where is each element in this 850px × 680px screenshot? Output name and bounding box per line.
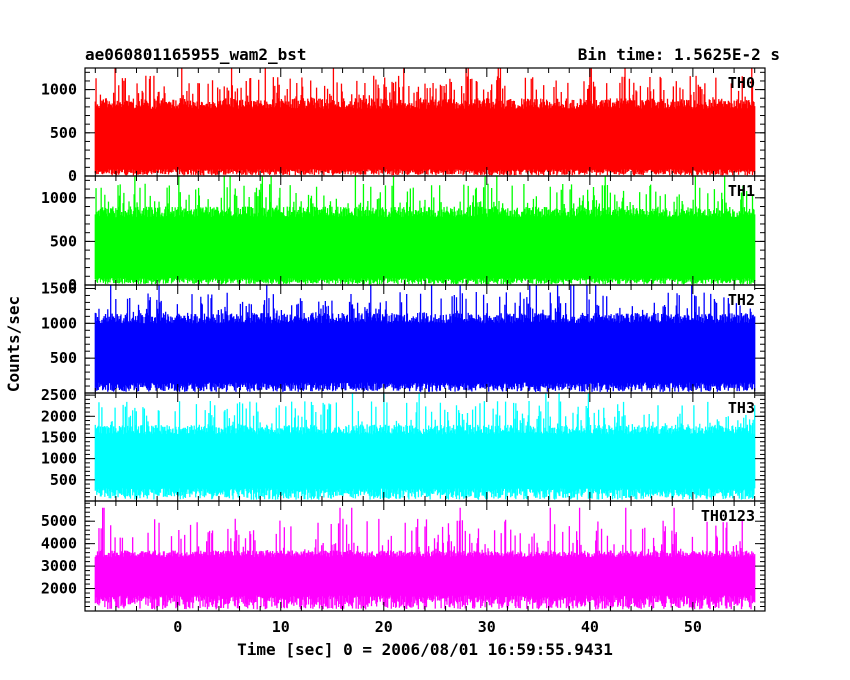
- series-trace-th1: [94, 176, 756, 285]
- y-tick-label: 500: [50, 124, 77, 142]
- y-tick-label: 1000: [41, 189, 77, 207]
- panel-th3: 500 1000 1500 2000 2500 TH3: [41, 386, 766, 502]
- x-tick-label: 10: [272, 618, 290, 636]
- x-tick-label: 40: [581, 618, 599, 636]
- y-tick-label: 1500: [41, 428, 77, 446]
- panel-th0: 0 500 1000 TH0: [41, 67, 766, 185]
- y-tick-label: 1000: [41, 314, 77, 332]
- series-trace-th2: [94, 285, 756, 392]
- series-trace-th0123: [94, 507, 756, 610]
- y-axis-label: Counts/sec: [4, 296, 23, 392]
- y-tick-label: 4000: [41, 535, 77, 553]
- chart-title-left: ae060801165955_wam2_bst: [85, 45, 307, 64]
- y-tick-label: 1000: [41, 81, 77, 99]
- panel-label: TH1: [728, 182, 755, 200]
- y-tick-label: 2500: [41, 386, 77, 404]
- panel-th2: 500 1000 1500 TH2: [41, 279, 766, 394]
- panel-th0123: 2000 3000 4000 5000 TH0123: [41, 500, 766, 612]
- chart-title-right: Bin time: 1.5625E-2 s: [578, 45, 780, 64]
- y-tick-label: 3000: [41, 557, 77, 575]
- y-tick-label: 500: [50, 232, 77, 250]
- series-trace-th0: [94, 68, 756, 176]
- y-tick-label: 2000: [41, 407, 77, 425]
- y-tick-label: 5000: [41, 512, 77, 530]
- panel-label: TH3: [728, 399, 755, 417]
- y-tick-label: 2000: [41, 580, 77, 598]
- y-tick-label: 500: [50, 349, 77, 367]
- panel-th1: 0 500 1000 TH1: [41, 175, 766, 294]
- y-tick-label: 0: [68, 167, 77, 185]
- series-trace-th3: [94, 393, 756, 500]
- x-tick-label: 30: [478, 618, 496, 636]
- y-tick-label: 1000: [41, 450, 77, 468]
- panel-label: TH0123: [701, 507, 755, 525]
- y-tick-label: 1500: [41, 279, 77, 297]
- y-tick-label: 500: [50, 471, 77, 489]
- panel-label: TH0: [728, 74, 755, 92]
- panel-label: TH2: [728, 291, 755, 309]
- x-tick-label: 20: [375, 618, 393, 636]
- x-tick-label: 50: [684, 618, 702, 636]
- x-tick-label: 0: [173, 618, 182, 636]
- x-axis-label: Time [sec] 0 = 2006/08/01 16:59:55.9431: [237, 640, 613, 659]
- y-tick-label: 0: [68, 276, 77, 294]
